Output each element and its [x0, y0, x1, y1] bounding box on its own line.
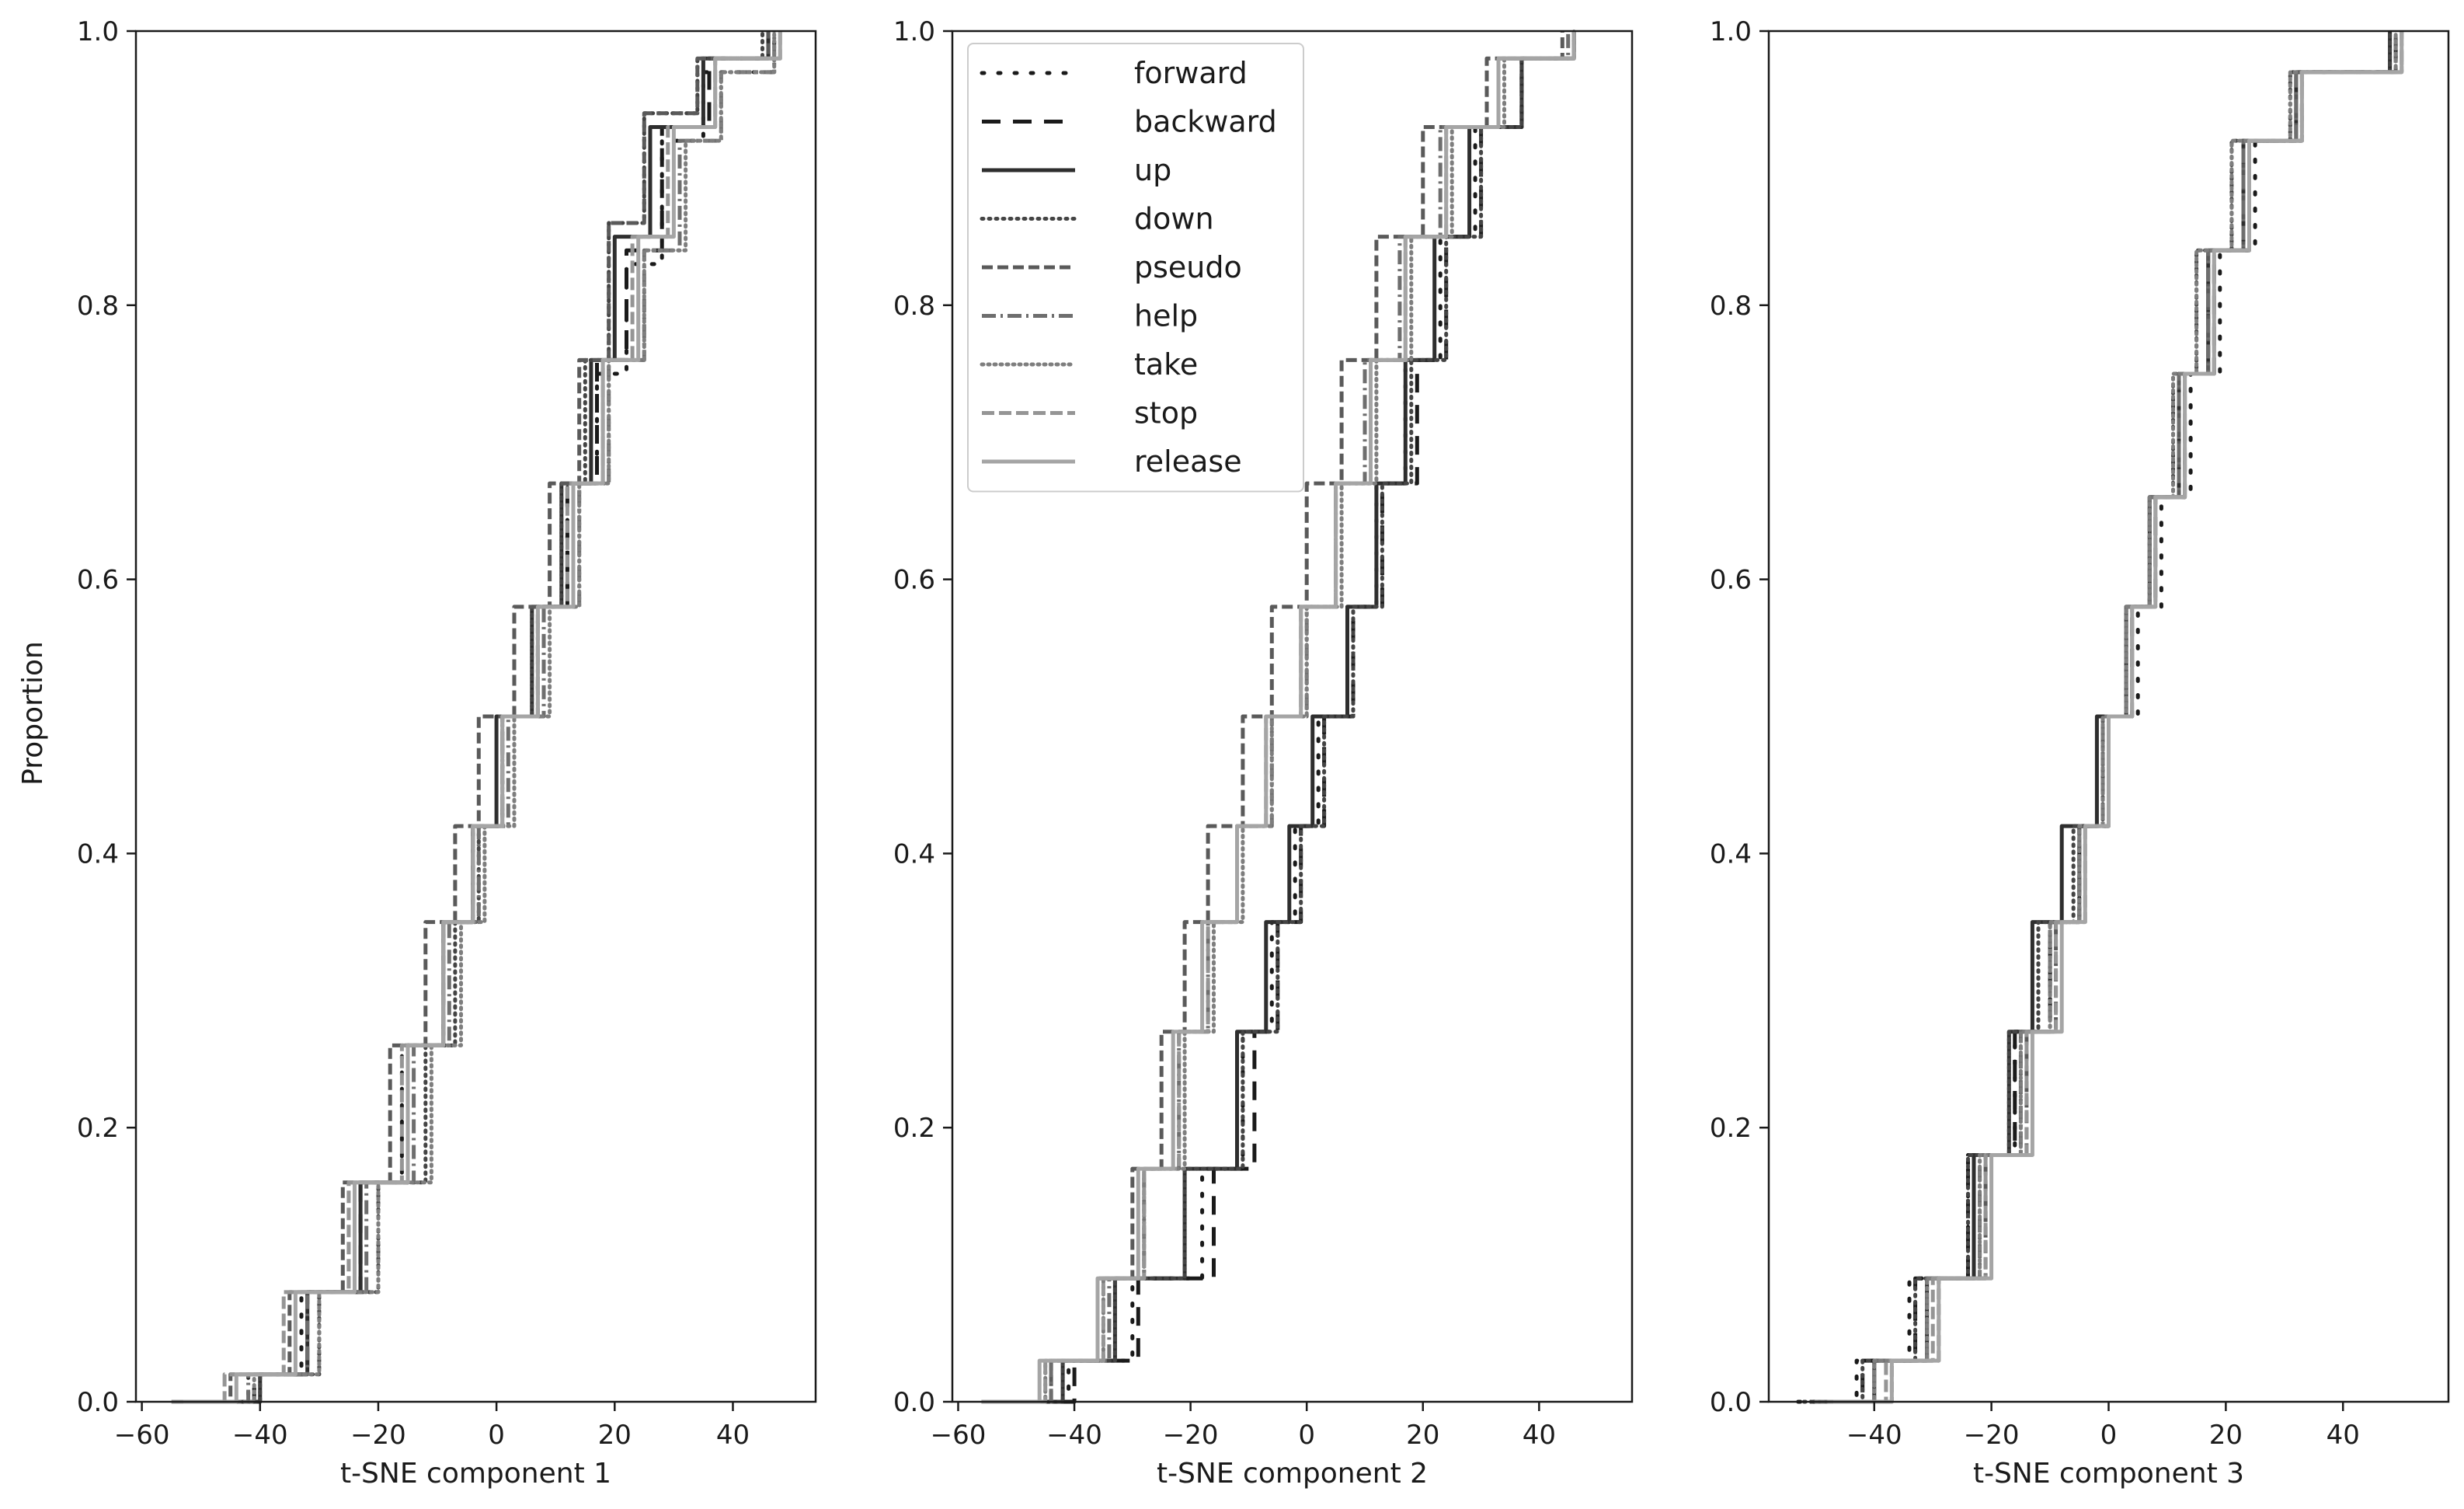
legend: forward backward up down pseudo help take stop r… — [967, 43, 1304, 493]
subplot-1: −60 −40 −20 0 20 40 0.0 0.2 0.4 0.6 0.8 1.0 t-SNE co… — [77, 16, 817, 1490]
y-tick-label-3: 0.6 — [1710, 565, 1752, 596]
x-tick-label-2: 20 — [1406, 1420, 1439, 1451]
legend-label-pseudo: pseudo — [1134, 250, 1242, 284]
y-tick-label-3: 0.0 — [1710, 1387, 1752, 1418]
y-tick-label-1: 1.0 — [77, 16, 119, 47]
x-tick-label-3: −20 — [1964, 1420, 2020, 1451]
y-tick-label-3: 0.2 — [1710, 1113, 1752, 1144]
x-tick-label-3: 20 — [2209, 1420, 2243, 1451]
y-tick-label-2: 1.0 — [893, 16, 935, 47]
legend-label-forward: forward — [1134, 56, 1248, 90]
x-tick-label-1: 40 — [716, 1420, 750, 1451]
axes-frame-1 — [134, 30, 817, 1403]
series-release-line-2 — [981, 31, 1576, 1404]
figure-y-axis-label: Proportion — [17, 641, 49, 786]
x-tick-label-1: −20 — [350, 1420, 406, 1451]
y-tick-label-3: 0.8 — [1710, 291, 1752, 322]
y-tick-label-2: 0.6 — [893, 565, 935, 596]
y-tick-label-1: 0.0 — [77, 1387, 119, 1418]
x-tick-label-1: −40 — [232, 1420, 288, 1451]
legend-box — [967, 43, 1304, 493]
subplot-3: −40 −20 0 20 40 0.0 0.2 0.4 0.6 0.8 1.0 t-SNE compo… — [1710, 16, 2450, 1490]
series-release-line-3 — [1833, 31, 2404, 1404]
x-tick-label-2: 0 — [1298, 1420, 1315, 1451]
subplot-2: −60 −40 −20 0 20 40 0.0 0.2 0.4 0.6 0.8 1.0 t-SNE co… — [893, 16, 1634, 1490]
y-tick-label-1: 0.2 — [77, 1113, 119, 1144]
y-tick-label-3: 0.4 — [1710, 838, 1752, 870]
series-down-line-2 — [1014, 29, 1576, 1404]
x-axis-label-2: t-SNE component 2 — [1157, 1458, 1428, 1490]
x-tick-label-1: −60 — [114, 1420, 170, 1451]
series-release-line-1 — [183, 31, 782, 1404]
legend-label-backward: backward — [1134, 105, 1277, 139]
x-tick-label-3: 40 — [2327, 1420, 2360, 1451]
axes-frame-2 — [951, 30, 1634, 1403]
legend-label-stop: stop — [1134, 396, 1198, 430]
y-tick-label-1: 0.6 — [77, 565, 119, 596]
x-tick-label-1: 20 — [598, 1420, 632, 1451]
legend-label-help: help — [1134, 299, 1198, 333]
legend-label-release: release — [1134, 444, 1242, 479]
legend-label-take: take — [1134, 347, 1198, 382]
x-tick-label-1: 0 — [488, 1420, 505, 1451]
y-tick-label-2: 0.0 — [893, 1387, 935, 1418]
y-tick-label-2: 0.8 — [893, 291, 935, 322]
x-tick-label-3: −40 — [1846, 1420, 1902, 1451]
x-axis-label-1: t-SNE component 1 — [340, 1458, 611, 1490]
x-tick-label-2: −60 — [931, 1420, 987, 1451]
x-tick-label-2: 40 — [1523, 1420, 1556, 1451]
x-axis-label-3: t-SNE component 3 — [1973, 1458, 2244, 1490]
x-tick-label-3: 0 — [2100, 1420, 2118, 1451]
series-pseudo-line-1 — [189, 31, 771, 1404]
legend-label-up: up — [1134, 153, 1171, 187]
y-tick-label-2: 0.4 — [893, 838, 935, 870]
y-tick-label-3: 1.0 — [1710, 16, 1752, 47]
x-tick-label-2: −20 — [1163, 1420, 1219, 1451]
y-tick-label-1: 0.8 — [77, 291, 119, 322]
y-tick-label-2: 0.2 — [893, 1113, 935, 1144]
x-tick-label-2: −40 — [1046, 1420, 1102, 1451]
legend-label-down: down — [1134, 202, 1214, 236]
series-take-line-1 — [199, 29, 777, 1404]
y-tick-label-1: 0.4 — [77, 838, 119, 870]
